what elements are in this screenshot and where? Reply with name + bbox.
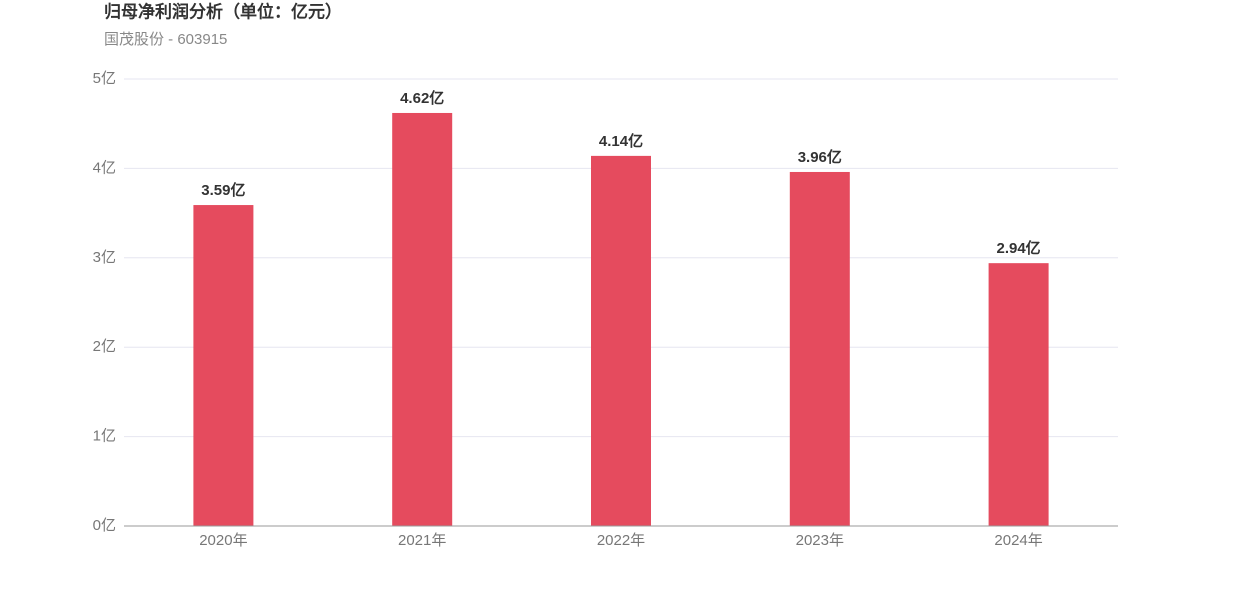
x-tick-label: 2022年 [597, 532, 645, 549]
x-tick-label: 2021年 [398, 532, 446, 549]
y-tick-label: 3亿 [93, 249, 116, 266]
data-label: 3.96亿 [798, 148, 842, 166]
y-tick-label: 0亿 [93, 517, 116, 534]
data-label: 4.14亿 [599, 132, 643, 150]
x-tick-label: 2020年 [199, 532, 247, 549]
y-tick-label: 5亿 [93, 70, 116, 87]
bar [392, 112, 453, 527]
x-tick-label: 2023年 [796, 532, 844, 549]
y-tick-label: 2亿 [93, 338, 116, 355]
bar [789, 171, 850, 526]
y-tick-label: 1亿 [93, 428, 116, 445]
bar [591, 155, 651, 526]
data-label: 3.59亿 [201, 181, 245, 199]
data-label: 4.62亿 [400, 89, 444, 107]
bar [193, 205, 254, 526]
y-tick-label: 4亿 [93, 159, 116, 176]
chart-subtitle: 国茂股份 - 603915 [104, 31, 227, 48]
bar [988, 263, 1049, 526]
x-tick-label: 2024年 [994, 532, 1042, 549]
data-label: 2.94亿 [996, 239, 1040, 257]
chart-title: 归母净利润分析（单位：亿元） [104, 1, 342, 21]
